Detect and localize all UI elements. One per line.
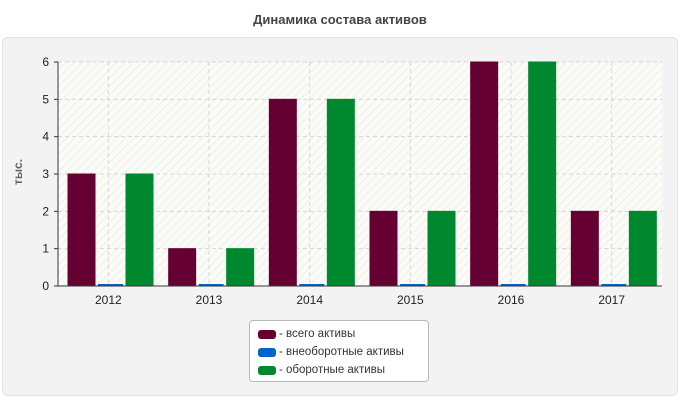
bar-0-3[interactable] [369,210,398,287]
x-tick-label: 2012 [95,293,122,307]
legend-item-total[interactable]: - всего активы [258,325,420,343]
legend-swatch [258,329,276,339]
legend-label: - всего активы [279,328,356,340]
bar-0-4[interactable] [470,61,499,287]
legend-swatch [258,347,276,357]
y-axis-label: тыс. [11,159,25,185]
legend-label: - оборотные активы [279,364,386,376]
legend: - всего активы - внеоборотные активы - о… [249,320,429,382]
y-tick-label: 0 [42,279,49,293]
bar-2-0[interactable] [125,173,154,287]
bar-2-1[interactable] [226,248,255,287]
x-tick-label: 2014 [296,293,323,307]
legend-label: - внеоборотные активы [279,346,404,358]
bar-2-3[interactable] [427,210,456,287]
y-tick-label: 5 [42,92,49,106]
bar-0-1[interactable] [168,248,197,287]
bars-group [67,61,657,287]
y-tick-label: 3 [42,167,49,181]
y-tick-label: 4 [42,130,49,144]
y-tick-label: 1 [42,242,49,256]
y-tick-label: 6 [42,55,49,69]
x-tick-label: 2017 [598,293,625,307]
bar-0-5[interactable] [570,210,599,287]
bar-1-1[interactable] [198,284,224,286]
x-tick-label: 2015 [397,293,424,307]
bar-1-2[interactable] [299,284,325,286]
chart-title: Динамика состава активов [253,12,427,27]
grid-lines [58,61,662,286]
legend-swatch [258,365,276,375]
bar-1-5[interactable] [601,284,627,286]
legend-item-current[interactable]: - оборотные активы [258,361,420,379]
bar-1-3[interactable] [400,284,425,286]
bar-2-4[interactable] [528,61,557,287]
bar-0-2[interactable] [268,98,297,287]
legend-item-noncurrent[interactable]: - внеоборотные активы [258,343,420,361]
tick-labels: 0 1 2 3 4 5 6 2012 2013 2014 2015 2016 2017 [42,55,625,307]
axes [54,61,662,287]
bar-2-5[interactable] [628,210,657,287]
y-tick-label: 2 [42,204,49,218]
bar-0-0[interactable] [67,173,96,287]
x-tick-label: 2013 [196,293,223,307]
x-tick-label: 2016 [498,293,525,307]
bar-1-4[interactable] [500,284,526,286]
bar-2-2[interactable] [326,98,355,287]
bar-1-0[interactable] [98,284,123,286]
